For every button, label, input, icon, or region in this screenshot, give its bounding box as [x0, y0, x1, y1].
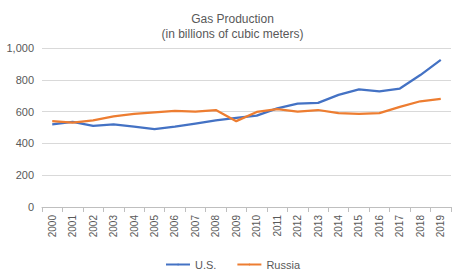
- svg-text:Russia: Russia: [266, 259, 301, 271]
- svg-text:2004: 2004: [129, 215, 140, 238]
- svg-text:2016: 2016: [374, 215, 385, 238]
- svg-text:400: 400: [16, 137, 34, 149]
- svg-text:Gas Production: Gas Production: [191, 12, 274, 26]
- svg-text:2009: 2009: [231, 215, 242, 238]
- svg-text:0: 0: [28, 201, 34, 213]
- svg-text:2015: 2015: [353, 215, 364, 238]
- svg-text:2007: 2007: [190, 215, 201, 238]
- svg-text:2014: 2014: [333, 215, 344, 238]
- svg-text:2018: 2018: [415, 215, 426, 238]
- svg-text:2005: 2005: [149, 215, 160, 238]
- svg-text:2003: 2003: [108, 215, 119, 238]
- svg-text:1,000: 1,000: [6, 42, 34, 54]
- svg-text:2001: 2001: [67, 215, 78, 238]
- svg-text:2012: 2012: [292, 215, 303, 238]
- svg-text:2019: 2019: [435, 215, 446, 238]
- svg-text:600: 600: [16, 106, 34, 118]
- svg-text:800: 800: [16, 74, 34, 86]
- svg-text:2017: 2017: [394, 215, 405, 238]
- svg-text:(in billions of cubic meters): (in billions of cubic meters): [161, 27, 303, 41]
- svg-text:2010: 2010: [251, 215, 262, 238]
- svg-text:2002: 2002: [88, 215, 99, 238]
- svg-text:2013: 2013: [313, 215, 324, 238]
- svg-text:U.S.: U.S.: [195, 259, 216, 271]
- svg-text:2008: 2008: [210, 215, 221, 238]
- svg-text:200: 200: [16, 169, 34, 181]
- svg-text:2000: 2000: [47, 215, 58, 238]
- svg-text:2006: 2006: [169, 215, 180, 238]
- svg-text:2011: 2011: [272, 215, 283, 237]
